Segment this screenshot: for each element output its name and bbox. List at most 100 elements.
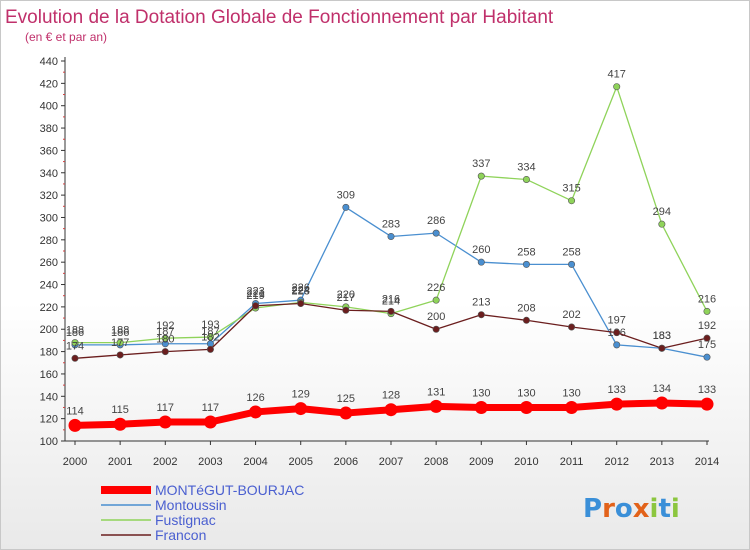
legend-label: MONTéGUT-BOURJAC: [155, 482, 304, 498]
data-point: [703, 353, 711, 361]
data-label: 128: [382, 390, 400, 402]
data-point: [113, 417, 127, 431]
data-label: 315: [562, 183, 580, 195]
data-label: 180: [156, 334, 174, 346]
data-point: [252, 302, 260, 310]
data-point: [339, 406, 353, 420]
data-point: [68, 418, 82, 432]
y-tick-label: 380: [40, 123, 58, 135]
data-label: 126: [246, 392, 264, 404]
axes: 100 120 140 160 180 200 220 240 260 280 300 320 340 3…: [40, 56, 720, 468]
data-point: [655, 396, 669, 410]
data-label: 283: [382, 218, 400, 230]
data-point: [474, 400, 488, 414]
data-label: 186: [111, 327, 129, 339]
data-point: [522, 260, 530, 268]
data-point: [477, 311, 485, 319]
data-point: [206, 345, 214, 353]
data-point: [432, 325, 440, 333]
series-mont-gut-bourjac: 114 115 117 117 126 129 125 128 131 130 130 130 133 1…: [66, 383, 716, 432]
proxiti-logo: Proxiti: [583, 494, 680, 524]
y-tick-label: 200: [40, 324, 58, 336]
data-label: 216: [382, 293, 400, 305]
x-tick-label: 2014: [695, 456, 719, 468]
x-tick-label: 2003: [198, 456, 222, 468]
data-point: [477, 172, 485, 180]
data-label: 186: [66, 327, 84, 339]
data-label: 216: [698, 293, 716, 305]
data-label: 223: [246, 286, 264, 298]
data-label: 258: [562, 246, 580, 258]
y-tick-label: 300: [40, 212, 58, 224]
data-point: [203, 415, 217, 429]
data-point: [342, 203, 350, 211]
data-label: 114: [66, 405, 84, 417]
data-point: [158, 415, 172, 429]
x-tick-label: 2013: [650, 456, 674, 468]
data-label: 125: [337, 393, 355, 405]
data-label: 221: [246, 288, 264, 300]
data-point: [249, 405, 263, 419]
legend-item-mont-gut-bourjac: MONTéGUT-BOURJAC: [101, 482, 304, 498]
data-label: 294: [653, 206, 671, 218]
data-point: [432, 229, 440, 237]
data-label: 130: [517, 387, 535, 399]
data-label: 175: [698, 339, 716, 351]
y-tick-label: 120: [40, 414, 58, 426]
data-label: 260: [472, 244, 490, 256]
data-label: 187: [156, 326, 174, 338]
data-point: [71, 339, 79, 347]
data-point: [429, 399, 443, 413]
data-label: 226: [292, 282, 310, 294]
chart-title: Evolution de la Dotation Globale de Fonc…: [5, 7, 554, 28]
data-label: 174: [66, 340, 84, 352]
data-point: [342, 306, 350, 314]
data-point: [658, 344, 666, 352]
data-label: 188: [111, 325, 129, 337]
data-label: 188: [66, 325, 84, 337]
y-tick-label: 160: [40, 369, 58, 381]
data-label: 208: [517, 302, 535, 314]
data-label: 177: [111, 337, 129, 349]
y-tick-label: 340: [40, 168, 58, 180]
x-tick-label: 2000: [63, 456, 87, 468]
y-tick-label: 360: [40, 145, 58, 157]
legend-label: Francon: [155, 527, 206, 543]
y-tick-label: 240: [40, 280, 58, 292]
data-label: 134: [653, 383, 671, 395]
data-point: [116, 351, 124, 359]
data-label: 224: [292, 284, 310, 296]
data-point: [522, 316, 530, 324]
data-label: 197: [608, 315, 626, 327]
series-layer: 1861861871872232263092832862602582581861…: [66, 69, 716, 432]
data-label: 309: [337, 189, 355, 201]
x-tick-label: 2007: [379, 456, 403, 468]
data-point: [565, 400, 579, 414]
x-tick-label: 2011: [560, 456, 584, 468]
data-label: 182: [201, 331, 219, 343]
data-label: 133: [608, 384, 626, 396]
x-tick-label: 2004: [243, 456, 267, 468]
data-label: 202: [562, 309, 580, 321]
data-label: 219: [246, 290, 264, 302]
data-point: [161, 348, 169, 356]
data-label: 192: [698, 320, 716, 332]
x-tick-label: 2002: [153, 456, 177, 468]
data-point: [477, 258, 485, 266]
data-point: [206, 333, 214, 341]
data-label: 192: [156, 320, 174, 332]
chart-subtitle: (en € et par an): [25, 30, 107, 44]
data-label: 214: [382, 296, 400, 308]
logo-text: Proxiti: [583, 494, 680, 524]
data-label: 130: [472, 387, 490, 399]
data-point: [522, 175, 530, 183]
data-point: [116, 339, 124, 347]
data-point: [387, 232, 395, 240]
legend-item-montoussin: Montoussin: [101, 497, 227, 513]
x-tick-label: 2005: [288, 456, 312, 468]
data-point: [71, 354, 79, 362]
data-label: 213: [472, 297, 490, 309]
data-label: 417: [608, 69, 626, 81]
y-tick-label: 320: [40, 190, 58, 202]
